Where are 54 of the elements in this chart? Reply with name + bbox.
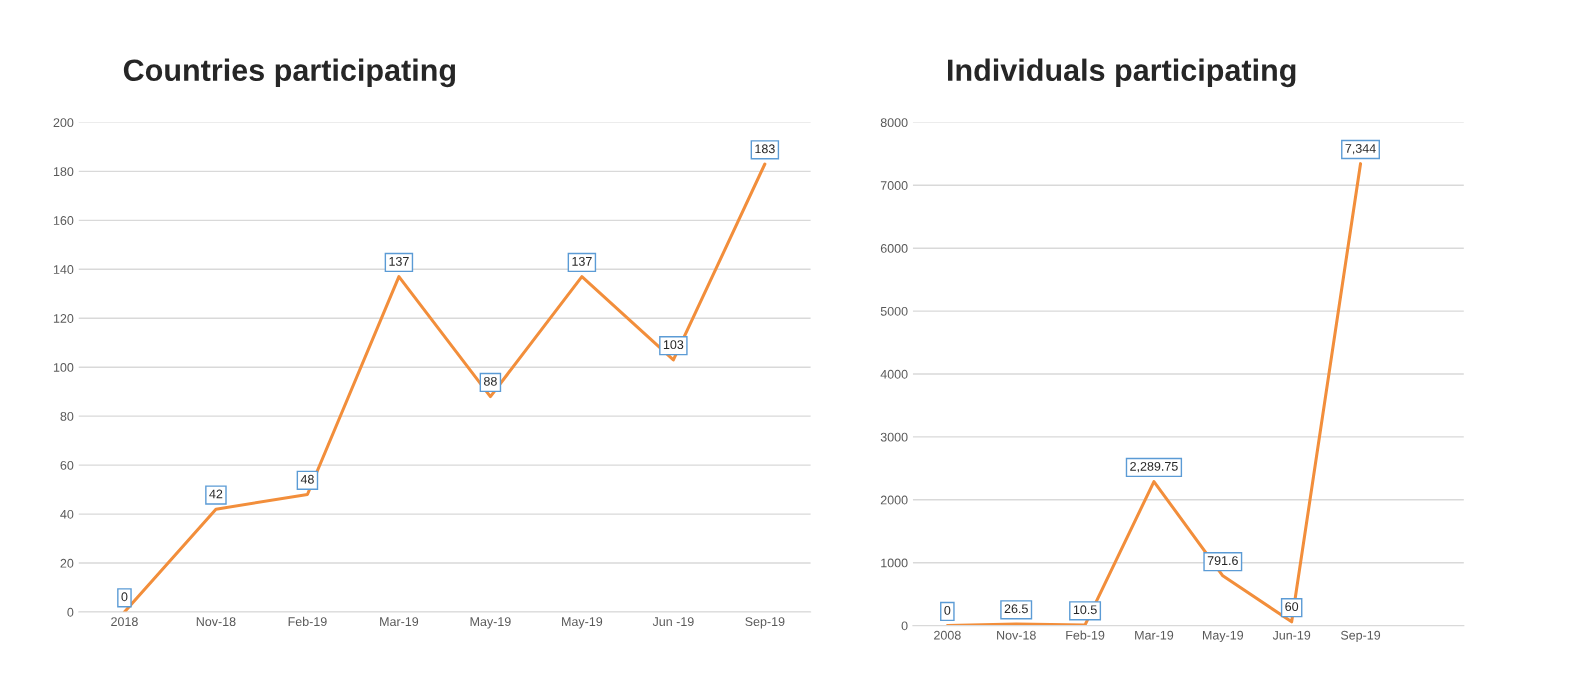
data-label: 137 bbox=[572, 256, 592, 266]
data-label: 0 bbox=[121, 592, 128, 602]
y-tick-label: 60 bbox=[60, 460, 74, 470]
chart-title: Individuals participating bbox=[948, 58, 1296, 88]
data-label: 42 bbox=[209, 489, 223, 499]
y-tick-label: 6000 bbox=[880, 244, 908, 253]
x-tick-label: Jun -19 bbox=[652, 617, 694, 627]
chart-title: Countries participating bbox=[123, 58, 456, 88]
text: 60 bbox=[1285, 602, 1299, 612]
text: 2,289.75 bbox=[1130, 461, 1178, 473]
y-tick-label: 100 bbox=[53, 363, 74, 372]
y-tick-label: 120 bbox=[53, 314, 74, 323]
y-tick-label: 5000 bbox=[880, 306, 908, 316]
data-label: 137 bbox=[389, 256, 409, 266]
x-tick-label: Feb-19 bbox=[288, 616, 327, 627]
y-tick-label: 180 bbox=[53, 167, 74, 177]
data-label: 88 bbox=[483, 376, 497, 386]
x-tick-label: Mar-19 bbox=[380, 617, 419, 627]
y-tick-label: 160 bbox=[53, 216, 74, 225]
line-series bbox=[945, 162, 1363, 626]
text: 10.5 bbox=[1073, 605, 1097, 615]
y-tick-label: 0 bbox=[67, 607, 74, 617]
text: 0 bbox=[944, 605, 951, 615]
text: 7,344 bbox=[1345, 144, 1376, 155]
x-tick-label: Nov-18 bbox=[997, 630, 1036, 640]
y-tick-label: 2000 bbox=[880, 495, 908, 505]
y-tick-label: 1000 bbox=[881, 558, 908, 568]
y-tick-label: 20 bbox=[60, 558, 74, 568]
x-tick-label: 2008 bbox=[934, 630, 961, 640]
x-tick-label: Mar-19 bbox=[1135, 630, 1174, 640]
data-label: 103 bbox=[663, 340, 684, 350]
y-tick-label: 3000 bbox=[880, 432, 908, 442]
y-tick-label: 0 bbox=[901, 621, 908, 631]
data-label: 183 bbox=[755, 144, 775, 154]
x-tick-label: May-19 bbox=[470, 617, 511, 629]
y-tick-label: 7000 bbox=[880, 181, 908, 190]
x-tick-label: May-19 bbox=[562, 617, 603, 629]
x-tick-label: 2018 bbox=[111, 617, 138, 627]
data-label: 48 bbox=[300, 474, 314, 484]
line-series bbox=[122, 162, 767, 612]
y-tick-label: 140 bbox=[53, 265, 74, 274]
text: 791.6 bbox=[1207, 556, 1238, 565]
x-tick-label: Feb-19 bbox=[1066, 630, 1105, 640]
text: 26.5 bbox=[1004, 604, 1028, 614]
x-tick-label: Sep-19 bbox=[1340, 630, 1381, 643]
y-tick-label: 80 bbox=[60, 411, 74, 421]
y-tick-label: 40 bbox=[60, 509, 74, 519]
y-tick-label: 4000 bbox=[880, 369, 908, 379]
x-tick-label: Jun-19 bbox=[1272, 630, 1311, 640]
y-tick-label: 8000 bbox=[880, 118, 908, 128]
x-tick-label: May-19 bbox=[1202, 630, 1244, 643]
x-tick-label: Nov-18 bbox=[196, 617, 236, 627]
y-tick-label: 200 bbox=[53, 118, 74, 128]
x-tick-label: Sep-19 bbox=[745, 617, 785, 629]
